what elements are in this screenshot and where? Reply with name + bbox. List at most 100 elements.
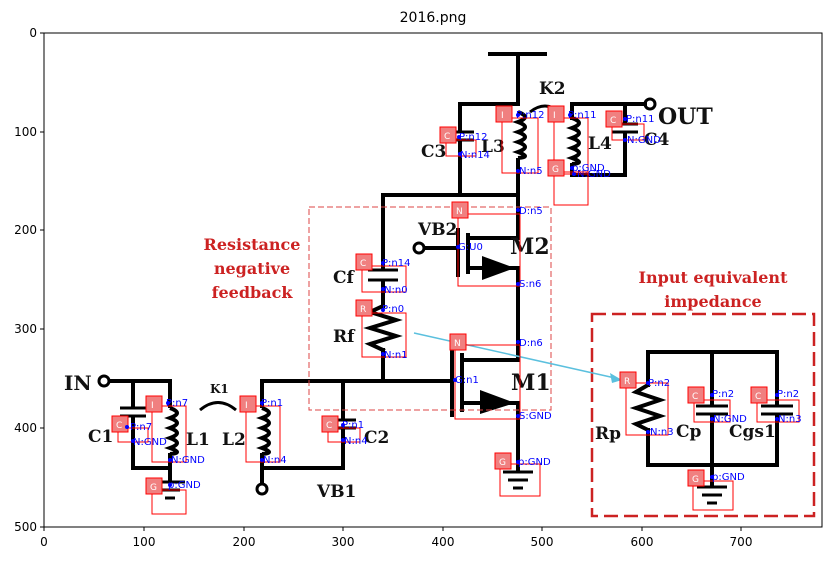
annotation-g4: G p:GND xyxy=(547,159,605,206)
y-tick-label: 0 xyxy=(29,26,37,40)
ann-tag: C xyxy=(610,116,616,126)
ann-tag: I xyxy=(501,111,504,121)
label-l2: L2 xyxy=(222,430,246,450)
ann-n: N:n4 xyxy=(263,455,287,466)
annotation-cgs: C P:n2 N:n3 xyxy=(750,386,802,425)
ann-n: N:n1 xyxy=(384,350,408,361)
ann-p: P:n11 xyxy=(626,114,654,125)
ann-p: P:n7 xyxy=(166,398,188,409)
label-c2: C2 xyxy=(364,428,389,448)
label-in: IN xyxy=(64,371,92,395)
x-tick-label: 300 xyxy=(332,535,355,549)
ann-tag: G xyxy=(499,458,506,468)
label-k1: K1 xyxy=(210,382,229,396)
ann-g: G:n1 xyxy=(455,375,479,386)
annotation-m2: N D:n5 G:U0 S:n6 xyxy=(451,201,543,290)
label-l3: L3 xyxy=(481,137,505,157)
x-tick-label: 200 xyxy=(233,535,256,549)
annotation-c3: C P:n12 N:n14 xyxy=(439,126,490,161)
label-m2: M2 xyxy=(510,234,550,260)
ann-p: p:GND xyxy=(712,472,745,483)
y-tick-label: 200 xyxy=(14,223,37,237)
ann-p: P:n2 xyxy=(777,389,799,400)
ann-p: P:n12 xyxy=(516,110,544,121)
ann-n: N:n3 xyxy=(650,427,674,438)
x-tick-label: 600 xyxy=(631,535,654,549)
annotation-l4: I P:n11 N:GND xyxy=(547,105,611,180)
ann-p: P:n7 xyxy=(130,422,152,433)
caption-input-line-1: Input equivalent xyxy=(639,268,789,287)
annotation-l3: I P:n12 N:n5 xyxy=(495,105,544,177)
ann-n: N:GND xyxy=(171,455,205,466)
input-impedance-region xyxy=(590,312,816,518)
annotation-gm: G p:GND xyxy=(494,452,551,497)
ann-p: P:n14 xyxy=(382,258,410,269)
ann-n: N:n5 xyxy=(519,166,543,177)
inductor-coils xyxy=(164,110,581,456)
ann-n: N:GND xyxy=(713,414,747,425)
ann-tag: C xyxy=(116,421,122,431)
ann-p: p:GND xyxy=(518,457,551,468)
x-tick-label: 0 xyxy=(40,535,48,549)
caption-input-line-2: impedance xyxy=(664,292,761,311)
x-axis: 0 100 200 300 400 500 600 700 xyxy=(40,527,752,549)
annotation-rp: R P:n2 N:n3 xyxy=(619,371,674,438)
caption-feedback-line-3: feedback xyxy=(212,283,294,302)
y-tick-label: 500 xyxy=(14,520,37,534)
ann-n: N:GND xyxy=(133,437,167,448)
ann-d: D:n5 xyxy=(519,206,543,217)
ann-n: N:n0 xyxy=(384,285,408,296)
ann-p: P:n2 xyxy=(712,389,734,400)
annotation-cf: C P:n14 N:n0 xyxy=(355,253,410,296)
label-rp: Rp xyxy=(595,424,621,444)
y-tick-label: 300 xyxy=(14,322,37,336)
ann-tag: I xyxy=(553,111,556,121)
ann-tag: G xyxy=(552,165,559,175)
label-m1: M1 xyxy=(511,370,551,396)
ann-tag: C xyxy=(692,392,698,402)
ann-p: P:n11 xyxy=(568,110,596,121)
annotation-rf: R P:n0 N:n1 xyxy=(355,299,408,361)
label-cgs1: Cgs1 xyxy=(729,422,776,442)
y-tick-label: 400 xyxy=(14,421,37,435)
label-cf: Cf xyxy=(333,268,356,288)
ann-tag: I xyxy=(151,401,154,411)
y-axis: 0 100 200 300 400 500 xyxy=(14,26,44,534)
label-c1: C1 xyxy=(88,427,113,447)
ann-tag: G xyxy=(692,475,699,485)
k1-coupling-arrow xyxy=(199,401,237,412)
ann-tag: C xyxy=(444,132,450,142)
y-tick-label: 100 xyxy=(14,125,37,139)
label-cp: Cp xyxy=(676,422,702,442)
label-l4: L4 xyxy=(588,134,612,154)
caption-feedback-line-2: negative xyxy=(214,259,290,278)
annotation-c4: C P:n11 N:GND xyxy=(605,110,661,146)
ann-g: G:U0 xyxy=(458,242,483,253)
annotation-c2: C P:n1 N:n4 xyxy=(321,415,368,447)
ann-n: N:GND xyxy=(627,135,661,146)
label-rf: Rf xyxy=(333,327,356,347)
ann-s: S:n6 xyxy=(519,279,541,290)
ann-p: P:n0 xyxy=(382,304,404,315)
pointer-arrow xyxy=(413,332,616,379)
ann-n: N:n4 xyxy=(344,436,368,447)
ann-p: p:GND xyxy=(168,480,201,491)
label-c3: C3 xyxy=(421,142,446,162)
annotation-gp: G p:GND xyxy=(687,469,745,511)
annotation-m1: N D:n6 G:n1 S:GND xyxy=(449,333,552,422)
label-c4: C4 xyxy=(644,130,670,150)
annotation-l2: I P:n1 N:n4 xyxy=(239,395,287,466)
ann-n: N:GND xyxy=(577,169,611,180)
figure-title: 2016.png xyxy=(400,10,467,26)
annotation-l1: I P:n7 N:GND xyxy=(145,395,205,466)
annotation-overlays: C P:n7 N:GND I P:n7 N:GND G p:GND I P: xyxy=(111,105,802,515)
feedback-region xyxy=(308,206,552,411)
annotation-cp: C P:n2 N:GND xyxy=(687,386,747,425)
ann-p: P:n2 xyxy=(648,378,670,389)
ann-tag: N xyxy=(454,339,461,349)
ann-s: S:GND xyxy=(519,411,552,422)
pointer-arrow-head xyxy=(610,373,622,383)
ann-n: N:n14 xyxy=(460,150,490,161)
ann-p: P:n1 xyxy=(342,420,364,431)
